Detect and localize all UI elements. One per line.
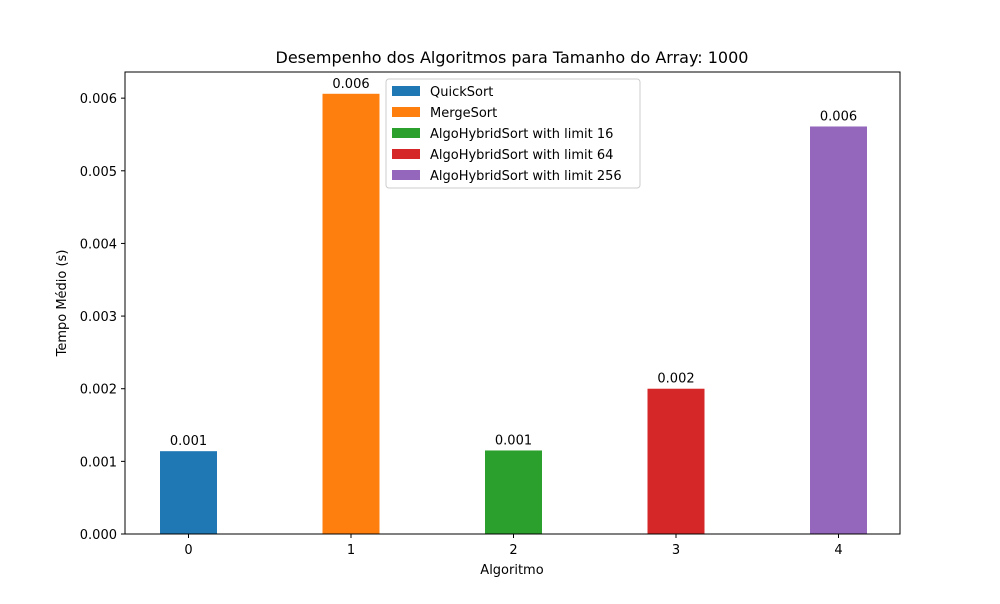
y-tick-label: 0.002 bbox=[80, 383, 117, 398]
bar-0 bbox=[160, 451, 217, 534]
legend-swatch-2 bbox=[392, 128, 420, 138]
y-tick-label: 0.000 bbox=[80, 528, 117, 543]
data-label-1: 0.006 bbox=[332, 77, 369, 92]
data-label-4: 0.006 bbox=[820, 109, 857, 124]
bars-group bbox=[160, 93, 867, 534]
legend-label-2: AlgoHybridSort with limit 16 bbox=[430, 127, 613, 142]
x-tick-label: 4 bbox=[834, 543, 842, 558]
x-tick-label: 3 bbox=[672, 543, 680, 558]
bar-1 bbox=[322, 93, 380, 534]
legend: QuickSort MergeSort AlgoHybridSort with li… bbox=[385, 78, 641, 189]
x-axis: 0 1 2 3 4 bbox=[184, 534, 843, 558]
legend-swatch-0 bbox=[392, 86, 420, 96]
y-axis: 0.000 0.001 0.002 0.003 0.004 0.005 0.006 bbox=[80, 92, 125, 543]
legend-items: QuickSort MergeSort AlgoHybridSort with li… bbox=[392, 85, 622, 184]
data-labels-group: 0.001 0.006 0.001 0.002 0.006 bbox=[170, 77, 857, 449]
legend-swatch-3 bbox=[392, 149, 420, 159]
legend-label-3: AlgoHybridSort with limit 64 bbox=[430, 148, 613, 163]
legend-swatch-1 bbox=[392, 107, 420, 117]
chart-title: Desempenho dos Algoritmos para Tamanho d… bbox=[276, 48, 749, 67]
y-tick-label: 0.003 bbox=[80, 310, 117, 325]
y-tick-label: 0.006 bbox=[80, 92, 117, 107]
bar-3 bbox=[647, 388, 705, 534]
data-label-2: 0.001 bbox=[495, 433, 532, 448]
x-axis-label: Algoritmo bbox=[480, 563, 543, 578]
x-tick-label: 2 bbox=[509, 543, 517, 558]
plot-frame bbox=[124, 71, 901, 535]
data-label-0: 0.001 bbox=[170, 434, 207, 449]
legend-swatch-4 bbox=[392, 170, 420, 180]
x-tick-label: 0 bbox=[184, 543, 192, 558]
y-tick-label: 0.004 bbox=[80, 237, 117, 252]
legend-label-4: AlgoHybridSort with limit 256 bbox=[430, 169, 622, 184]
y-axis-label: Tempo Médio (s) bbox=[55, 250, 70, 358]
y-tick-label: 0.005 bbox=[80, 165, 117, 180]
y-tick-label: 0.001 bbox=[80, 455, 117, 470]
bar-4 bbox=[810, 126, 867, 534]
data-label-3: 0.002 bbox=[657, 372, 694, 387]
bar-2 bbox=[485, 450, 542, 534]
legend-label-0: QuickSort bbox=[430, 85, 493, 100]
legend-label-1: MergeSort bbox=[430, 106, 497, 121]
x-tick-label: 1 bbox=[347, 543, 355, 558]
legend-box bbox=[385, 78, 641, 189]
